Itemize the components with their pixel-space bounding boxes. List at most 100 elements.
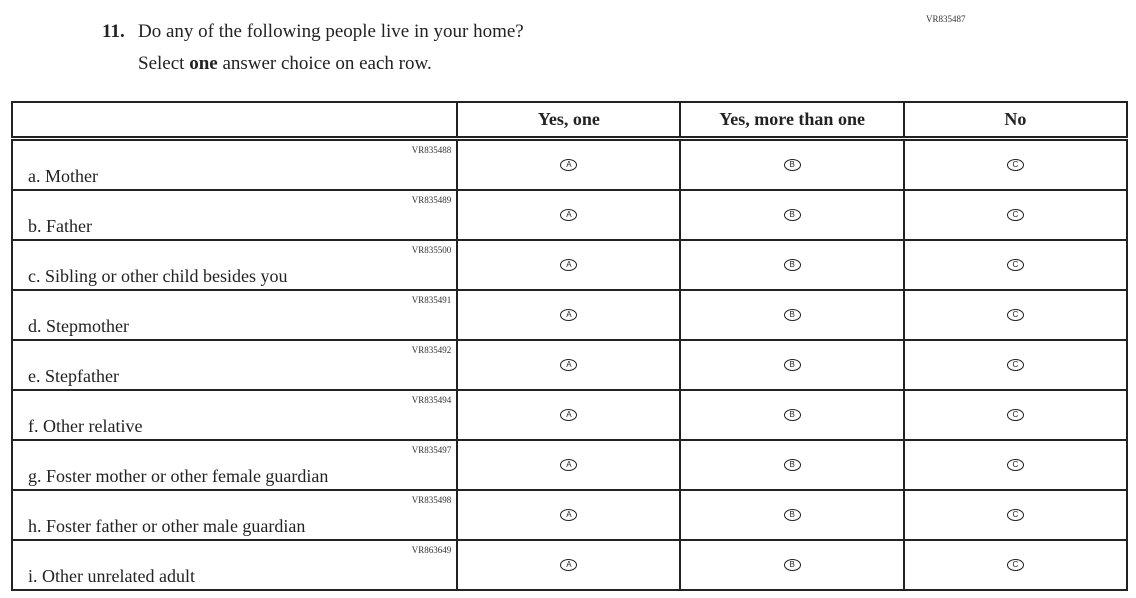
table-row: VR835500 c. Sibling or other child beside… bbox=[10, 239, 1129, 291]
instruction-text: Select bbox=[138, 53, 190, 74]
row-label: d. Stepmother bbox=[28, 316, 129, 336]
option-cell: C bbox=[902, 539, 1129, 591]
option-cell: A bbox=[456, 489, 682, 541]
answer-bubble-b[interactable]: B bbox=[783, 409, 801, 421]
option-cell: A bbox=[456, 289, 682, 341]
option-cell: B bbox=[679, 389, 905, 441]
column-header: Yes, one bbox=[456, 101, 682, 140]
option-cell: C bbox=[902, 389, 1129, 441]
row-label: g. Foster mother or other female guardia… bbox=[28, 466, 329, 486]
option-cell: A bbox=[456, 339, 682, 391]
answer-bubble-c[interactable]: C bbox=[1006, 159, 1024, 171]
option-cell: B bbox=[679, 339, 905, 391]
option-cell: C bbox=[902, 439, 1129, 491]
option-cell: A bbox=[456, 137, 682, 191]
row-label-cell: VR835488 a. Mother bbox=[10, 137, 459, 191]
question-text: Do any of the following people live in y… bbox=[138, 21, 524, 42]
option-cell: A bbox=[456, 539, 682, 591]
row-code: VR835498 bbox=[411, 495, 452, 505]
row-code: VR835491 bbox=[411, 295, 452, 305]
row-label: f. Other relative bbox=[28, 416, 143, 436]
row-label: i. Other unrelated adult bbox=[28, 566, 195, 586]
row-code: VR835489 bbox=[411, 195, 452, 205]
row-code: VR835492 bbox=[411, 345, 452, 355]
answer-bubble-b[interactable]: B bbox=[783, 509, 801, 521]
row-code: VR835488 bbox=[411, 145, 452, 155]
option-cell: B bbox=[679, 239, 905, 291]
row-label: a. Mother bbox=[28, 166, 98, 186]
option-cell: C bbox=[902, 489, 1129, 541]
option-cell: B bbox=[679, 137, 905, 191]
answer-bubble-c[interactable]: C bbox=[1006, 559, 1024, 571]
table-row: VR863649 i. Other unrelated adult A B C bbox=[10, 539, 1129, 591]
answer-bubble-a[interactable]: A bbox=[560, 509, 578, 521]
option-cell: B bbox=[679, 539, 905, 591]
answer-bubble-a[interactable]: A bbox=[560, 559, 578, 571]
row-label: e. Stepfather bbox=[28, 366, 119, 386]
option-cell: A bbox=[456, 239, 682, 291]
answer-bubble-c[interactable]: C bbox=[1006, 409, 1024, 421]
table-row: VR835489 b. Father A B C bbox=[10, 189, 1129, 241]
row-label-cell: VR835494 f. Other relative bbox=[10, 389, 459, 441]
column-header: Yes, more than one bbox=[679, 101, 905, 140]
table-row: VR835494 f. Other relative A B C bbox=[10, 389, 1129, 441]
row-label: h. Foster father or other male guardian bbox=[28, 516, 306, 536]
option-cell: C bbox=[902, 137, 1129, 191]
question-instruction: Select one answer choice on each row. bbox=[138, 53, 432, 75]
row-label: b. Father bbox=[28, 216, 92, 236]
option-cell: B bbox=[679, 439, 905, 491]
answer-bubble-a[interactable]: A bbox=[560, 459, 578, 471]
answer-bubble-b[interactable]: B bbox=[783, 309, 801, 321]
answer-bubble-c[interactable]: C bbox=[1006, 509, 1024, 521]
instruction-emphasis: one bbox=[189, 53, 218, 74]
answer-bubble-c[interactable]: C bbox=[1006, 259, 1024, 271]
table-row: VR835488 a. Mother A B C bbox=[10, 137, 1129, 191]
table-row: VR835498 h. Foster father or other male g… bbox=[10, 489, 1129, 541]
answer-bubble-b[interactable]: B bbox=[783, 359, 801, 371]
option-cell: B bbox=[679, 289, 905, 341]
answer-bubble-a[interactable]: A bbox=[560, 359, 578, 371]
option-cell: C bbox=[902, 289, 1129, 341]
answer-bubble-a[interactable]: A bbox=[560, 159, 578, 171]
answer-bubble-a[interactable]: A bbox=[560, 209, 578, 221]
column-header: No bbox=[902, 101, 1129, 140]
question-code: VR835487 bbox=[926, 14, 966, 24]
row-label-cell: VR835500 c. Sibling or other child beside… bbox=[10, 239, 459, 291]
option-cell: B bbox=[679, 189, 905, 241]
row-code: VR863649 bbox=[411, 545, 452, 555]
row-label-cell: VR835498 h. Foster father or other male g… bbox=[10, 489, 459, 541]
option-cell: C bbox=[902, 189, 1129, 241]
answer-bubble-c[interactable]: C bbox=[1006, 459, 1024, 471]
row-label-cell: VR835489 b. Father bbox=[10, 189, 459, 241]
row-label-cell: VR835497 g. Foster mother or other female… bbox=[10, 439, 459, 491]
table-row: VR835491 d. Stepmother A B C bbox=[10, 289, 1129, 341]
answer-bubble-b[interactable]: B bbox=[783, 559, 801, 571]
row-code: VR835497 bbox=[411, 445, 452, 455]
answer-bubble-b[interactable]: B bbox=[783, 159, 801, 171]
answer-bubble-a[interactable]: A bbox=[560, 309, 578, 321]
answer-bubble-b[interactable]: B bbox=[783, 209, 801, 221]
answer-bubble-c[interactable]: C bbox=[1006, 209, 1024, 221]
answer-bubble-c[interactable]: C bbox=[1006, 309, 1024, 321]
answer-grid: Yes, one Yes, more than one No VR835488 a… bbox=[10, 101, 1129, 591]
option-cell: A bbox=[456, 439, 682, 491]
row-code: VR835500 bbox=[411, 245, 452, 255]
answer-bubble-b[interactable]: B bbox=[783, 459, 801, 471]
option-cell: B bbox=[679, 489, 905, 541]
option-cell: C bbox=[902, 339, 1129, 391]
answer-bubble-b[interactable]: B bbox=[783, 259, 801, 271]
table-row: VR835497 g. Foster mother or other female… bbox=[10, 439, 1129, 491]
header-blank bbox=[10, 101, 459, 140]
table-row: VR835492 e. Stepfather A B C bbox=[10, 339, 1129, 391]
row-label-cell: VR863649 i. Other unrelated adult bbox=[10, 539, 459, 591]
row-code: VR835494 bbox=[411, 395, 452, 405]
instruction-text: answer choice on each row. bbox=[217, 53, 432, 74]
option-cell: A bbox=[456, 389, 682, 441]
question-number: 11. bbox=[102, 21, 125, 42]
option-cell: A bbox=[456, 189, 682, 241]
answer-bubble-a[interactable]: A bbox=[560, 409, 578, 421]
answer-bubble-c[interactable]: C bbox=[1006, 359, 1024, 371]
answer-bubble-a[interactable]: A bbox=[560, 259, 578, 271]
row-label: c. Sibling or other child besides you bbox=[28, 266, 288, 286]
option-cell: C bbox=[902, 239, 1129, 291]
